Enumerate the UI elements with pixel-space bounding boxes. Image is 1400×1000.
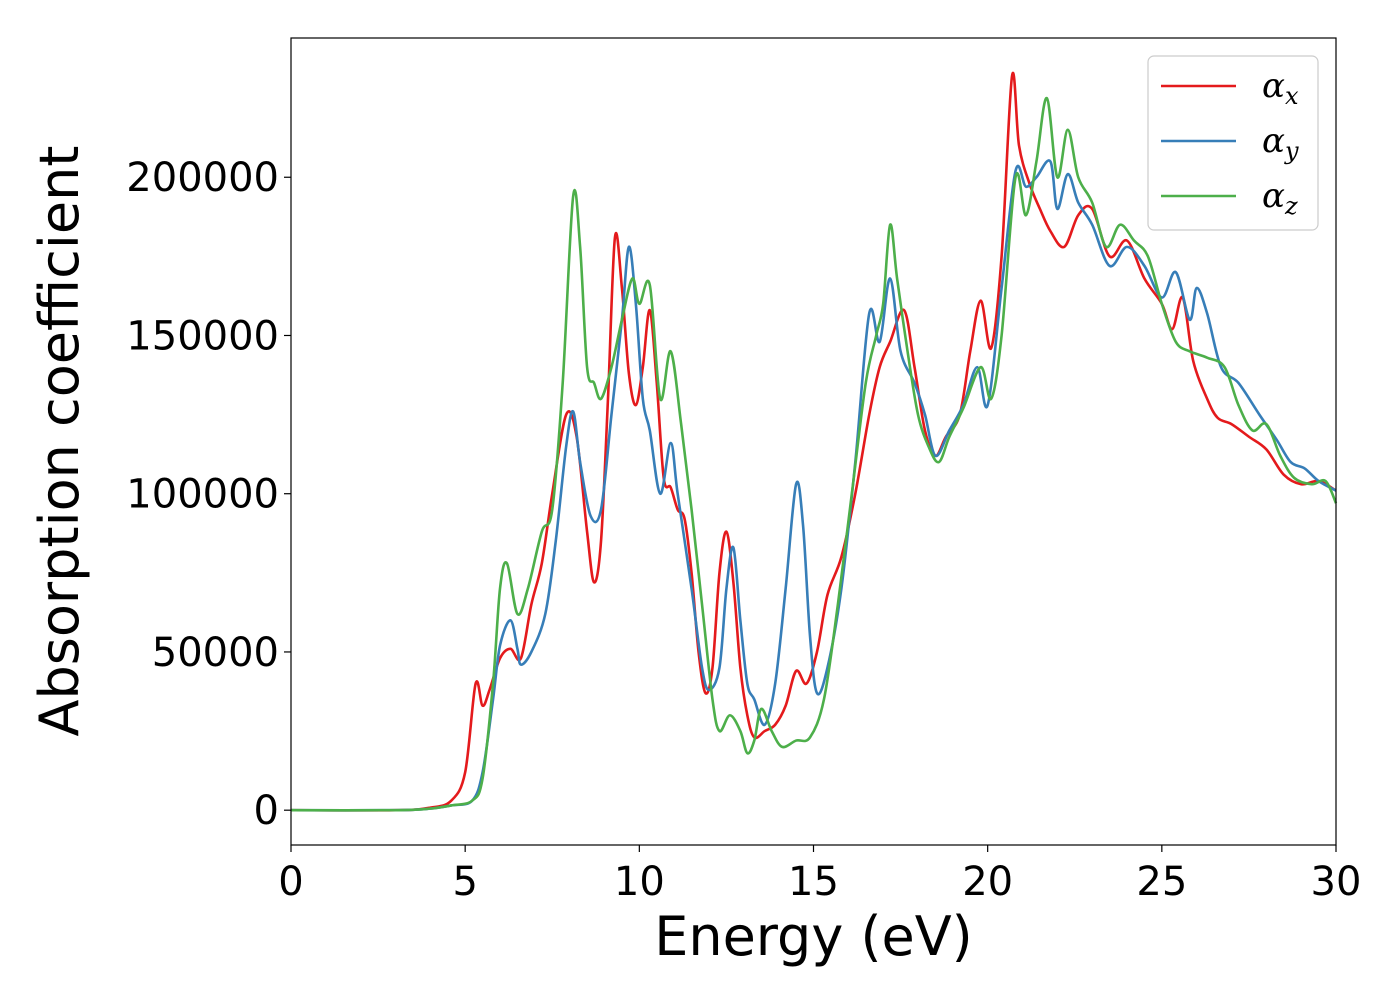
series-line-z <box>290 96 1338 812</box>
x-tick-label: 30 <box>1311 859 1362 905</box>
legend-label-z: αz <box>1262 176 1298 220</box>
y-axis-ticks: 0 50000 100000 150000 200000 <box>126 155 291 834</box>
legend-label-y: αy <box>1262 121 1299 165</box>
legend-box <box>1147 55 1319 231</box>
x-tick-label: 20 <box>962 859 1013 905</box>
y-tick-label: 100000 <box>126 472 279 518</box>
y-tick-label: 50000 <box>152 630 279 676</box>
y-axis-label: Absorption coefficient <box>28 146 91 737</box>
x-tick-label: 25 <box>1136 859 1187 905</box>
x-axis-label: Energy (eV) <box>654 905 973 968</box>
x-tick-label: 5 <box>452 859 477 905</box>
x-tick-label: 10 <box>614 859 665 905</box>
legend-label-x: αx <box>1262 66 1299 110</box>
legend: αx αy αz <box>1147 55 1319 231</box>
y-tick-label: 150000 <box>126 313 279 359</box>
y-tick-label: 0 <box>254 788 279 834</box>
plot-lines <box>290 71 1338 812</box>
y-tick-label: 200000 <box>126 155 279 201</box>
x-tick-label: 15 <box>788 859 839 905</box>
series-line-y <box>290 159 1337 812</box>
x-tick-label: 0 <box>278 859 303 905</box>
x-axis-ticks: 0 5 10 15 20 25 30 <box>278 845 1361 905</box>
